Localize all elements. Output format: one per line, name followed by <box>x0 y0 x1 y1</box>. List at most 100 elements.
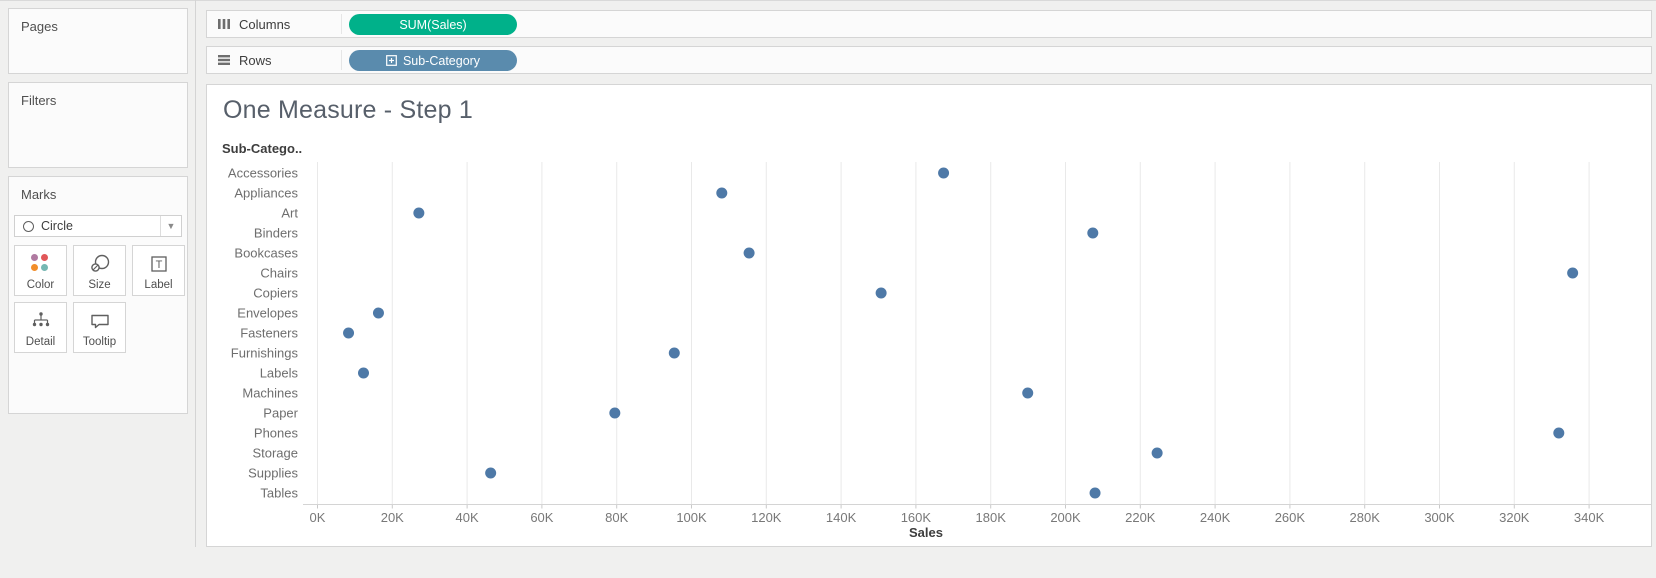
x-tick-label: 0K <box>310 510 326 525</box>
sum-sales-pill[interactable]: SUM(Sales) <box>349 14 517 35</box>
rows-shelf[interactable]: Rows Sub-Category <box>206 46 1652 74</box>
detail-icon <box>30 311 52 336</box>
data-point-art[interactable] <box>413 207 425 219</box>
detail-button-label: Detail <box>25 336 56 348</box>
x-tick-label: 220K <box>1125 510 1156 525</box>
color-icon-dot <box>40 254 48 261</box>
data-point-tables[interactable] <box>1089 487 1101 499</box>
data-point-chairs[interactable] <box>1567 267 1579 279</box>
marks-label: Marks <box>21 187 57 202</box>
shelf-separator <box>341 14 342 34</box>
tooltip-button-label: Tooltip <box>82 336 117 348</box>
columns-shelf[interactable]: Columns SUM(Sales) <box>206 10 1652 38</box>
circle-mark-icon <box>23 220 34 232</box>
data-point-bookcases[interactable] <box>743 247 755 259</box>
color-icon-dot <box>40 264 48 271</box>
color-button[interactable]: Color <box>14 245 67 296</box>
category-label[interactable]: Labels <box>260 366 299 381</box>
size-button[interactable]: Size <box>73 245 126 296</box>
mark-type-value: Circle <box>41 219 73 233</box>
data-point-appliances[interactable] <box>716 187 728 199</box>
category-label[interactable]: Storage <box>252 446 298 461</box>
category-label[interactable]: Binders <box>254 226 299 241</box>
size-button-label: Size <box>88 279 111 291</box>
sub-category-pill-label: Sub-Category <box>402 53 481 68</box>
sub-category-pill[interactable]: Sub-Category <box>349 50 517 71</box>
marks-card: Marks Circle ▼ Color Size T Label <box>8 176 188 414</box>
x-tick-label: 40K <box>456 510 479 525</box>
x-tick-label: 280K <box>1350 510 1381 525</box>
label-icon: T <box>149 254 169 279</box>
detail-button[interactable]: Detail <box>14 302 67 353</box>
row-header: Sub-Catego.. <box>222 141 302 156</box>
x-tick-label: 160K <box>901 510 932 525</box>
category-label[interactable]: Appliances <box>234 186 298 201</box>
data-point-envelopes[interactable] <box>372 307 384 319</box>
x-tick-label: 120K <box>751 510 782 525</box>
category-label[interactable]: Tables <box>260 486 298 501</box>
worksheet-view: One Measure - Step 1 0K 20K 40K 60K 80K 100K 1… <box>206 84 1652 547</box>
category-label[interactable]: Fasteners <box>240 326 298 341</box>
columns-shelf-label: Columns <box>239 16 291 32</box>
sum-sales-pill-label: SUM(Sales) <box>399 17 467 32</box>
scatter-plot: 0K 20K 40K 60K 80K 100K 120K 140K 160K 180K 200K 22… <box>222 141 1652 540</box>
category-label[interactable]: Accessories <box>228 166 299 181</box>
color-icon <box>30 254 51 274</box>
tooltip-button[interactable]: Tooltip <box>73 302 126 353</box>
x-axis-title: Sales <box>909 525 943 540</box>
data-point-furnishings[interactable] <box>668 347 680 359</box>
x-tick-label: 100K <box>676 510 707 525</box>
x-tick-label: 80K <box>605 510 628 525</box>
data-point-labels[interactable] <box>358 367 370 379</box>
sidebar-divider <box>195 0 196 547</box>
category-label[interactable]: Art <box>281 206 298 221</box>
mark-type-dropdown[interactable]: Circle ▼ <box>14 215 182 237</box>
color-icon-dot <box>30 254 38 261</box>
x-tick-label: 340K <box>1574 510 1605 525</box>
x-tick-label: 320K <box>1499 510 1530 525</box>
category-label[interactable]: Copiers <box>253 286 298 301</box>
category-label[interactable]: Envelopes <box>237 306 298 321</box>
top-divider <box>0 0 1656 1</box>
category-label[interactable]: Paper <box>263 406 298 421</box>
expand-plus-icon <box>386 55 397 66</box>
rows-icon <box>217 54 231 66</box>
x-tick-label: 140K <box>826 510 857 525</box>
data-point-machines[interactable] <box>1022 387 1034 399</box>
data-point-fasteners[interactable] <box>343 327 355 339</box>
data-point-binders[interactable] <box>1087 227 1099 239</box>
chevron-down-icon[interactable]: ▼ <box>160 216 181 236</box>
category-label[interactable]: Furnishings <box>231 346 299 361</box>
x-tick-label: 180K <box>976 510 1007 525</box>
x-tick-label: 240K <box>1200 510 1231 525</box>
data-point-copiers[interactable] <box>875 287 887 299</box>
color-button-label: Color <box>26 279 55 291</box>
label-button-label: Label <box>144 279 173 291</box>
category-label[interactable]: Chairs <box>260 266 298 281</box>
color-icon-dot <box>30 264 38 271</box>
data-point-storage[interactable] <box>1151 447 1163 459</box>
category-label[interactable]: Phones <box>254 426 299 441</box>
sheet-title: One Measure - Step 1 <box>223 96 473 124</box>
data-point-phones[interactable] <box>1553 427 1565 439</box>
data-point-accessories[interactable] <box>938 167 950 179</box>
x-tick-label: 20K <box>381 510 404 525</box>
category-label[interactable]: Machines <box>242 386 298 401</box>
shelf-separator <box>341 50 342 70</box>
x-tick-label: 260K <box>1275 510 1306 525</box>
filters-shelf[interactable]: Filters <box>8 82 188 168</box>
data-point-paper[interactable] <box>609 407 621 419</box>
label-button[interactable]: T Label <box>132 245 185 296</box>
rows-shelf-label: Rows <box>239 52 272 68</box>
filters-label: Filters <box>21 93 57 108</box>
pages-label: Pages <box>21 19 58 34</box>
x-tick-label: 60K <box>530 510 553 525</box>
category-label[interactable]: Supplies <box>248 466 298 481</box>
size-icon <box>89 254 111 279</box>
data-point-supplies[interactable] <box>485 467 497 479</box>
x-tick-label: 300K <box>1424 510 1455 525</box>
category-label[interactable]: Bookcases <box>234 246 298 261</box>
pages-shelf[interactable]: Pages <box>8 8 188 74</box>
columns-icon <box>217 18 231 30</box>
